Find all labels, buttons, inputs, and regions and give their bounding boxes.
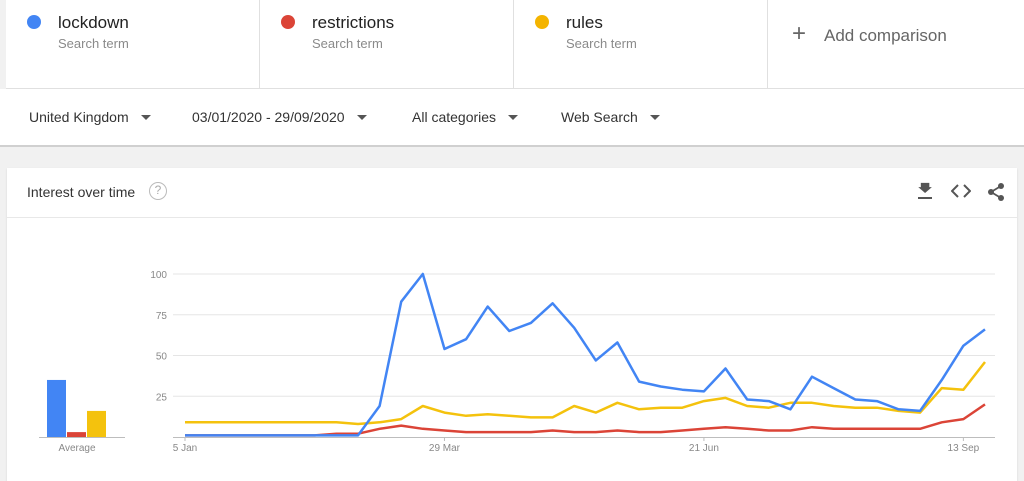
y-tick-label: 25 xyxy=(156,392,168,403)
share-icon[interactable] xyxy=(987,182,1005,202)
search-type-label: Web Search xyxy=(561,109,638,125)
category-dropdown[interactable]: All categories xyxy=(412,109,519,125)
search-type-dropdown[interactable]: Web Search xyxy=(561,109,660,125)
caret-down-icon xyxy=(508,114,519,120)
y-tick-label: 75 xyxy=(156,311,168,322)
term-card-lockdown[interactable]: lockdown Search term xyxy=(6,0,260,89)
comparison-terms-bar: lockdown Search term restrictions Search… xyxy=(6,0,1024,89)
term-color-dot xyxy=(281,15,295,29)
add-comparison-button[interactable]: + Add comparison xyxy=(768,0,1024,88)
add-comparison-label: Add comparison xyxy=(824,26,947,45)
interest-over-time-chart: 100 75 50 25 5 Jan 29 Mar 21 Jun 13 Sep Average xyxy=(39,270,995,454)
chart-grid xyxy=(173,273,995,441)
region-dropdown[interactable]: United Kingdom xyxy=(29,109,151,125)
term-type: Search term xyxy=(312,36,383,51)
term-name: restrictions xyxy=(312,13,395,32)
term-card-rules[interactable]: rules Search term xyxy=(514,0,768,89)
y-tick-label: 100 xyxy=(150,270,167,281)
region-label: United Kingdom xyxy=(29,109,129,125)
term-type: Search term xyxy=(58,36,129,51)
caret-down-icon xyxy=(356,114,367,120)
date-range-dropdown[interactable]: 03/01/2020 - 29/09/2020 xyxy=(192,109,367,125)
term-color-dot xyxy=(535,15,549,29)
date-range-label: 03/01/2020 - 29/09/2020 xyxy=(192,109,345,125)
help-icon[interactable]: ? xyxy=(149,182,167,200)
series-line-rules xyxy=(185,361,986,426)
term-color-dot xyxy=(27,15,41,29)
chart-lines xyxy=(185,272,986,437)
average-bar-restrictions xyxy=(67,432,86,437)
average-bar-lockdown xyxy=(47,379,66,437)
average-bars xyxy=(39,379,125,438)
x-tick-label: 13 Sep xyxy=(948,443,980,454)
category-label: All categories xyxy=(412,109,497,125)
card-title: Interest over time xyxy=(27,184,136,200)
average-label: Average xyxy=(58,443,96,454)
embed-icon[interactable] xyxy=(951,182,971,200)
term-type: Search term xyxy=(566,36,637,51)
chart-labels: 100 75 50 25 5 Jan 29 Mar 21 Jun 13 Sep Average xyxy=(58,270,979,454)
x-tick-label: 29 Mar xyxy=(429,443,461,454)
x-tick-label: 21 Jun xyxy=(689,443,719,454)
caret-down-icon xyxy=(140,114,151,120)
download-icon[interactable] xyxy=(917,182,933,200)
caret-down-icon xyxy=(649,114,660,120)
term-name: lockdown xyxy=(58,13,129,32)
y-tick-label: 50 xyxy=(156,352,168,363)
term-name: rules xyxy=(566,13,603,32)
x-tick-label: 5 Jan xyxy=(173,443,197,454)
term-card-restrictions[interactable]: restrictions Search term xyxy=(260,0,514,89)
series-line-lockdown xyxy=(185,272,986,437)
interest-over-time-card: Interest over time ? 100 75 50 25 5 Jan 29 Ma… xyxy=(7,168,1017,481)
card-header: Interest over time ? xyxy=(7,168,1017,218)
filters-bar: United Kingdom 03/01/2020 - 29/09/2020 A… xyxy=(0,89,1024,147)
average-bar-rules xyxy=(87,410,106,437)
plus-icon: + xyxy=(792,20,807,47)
